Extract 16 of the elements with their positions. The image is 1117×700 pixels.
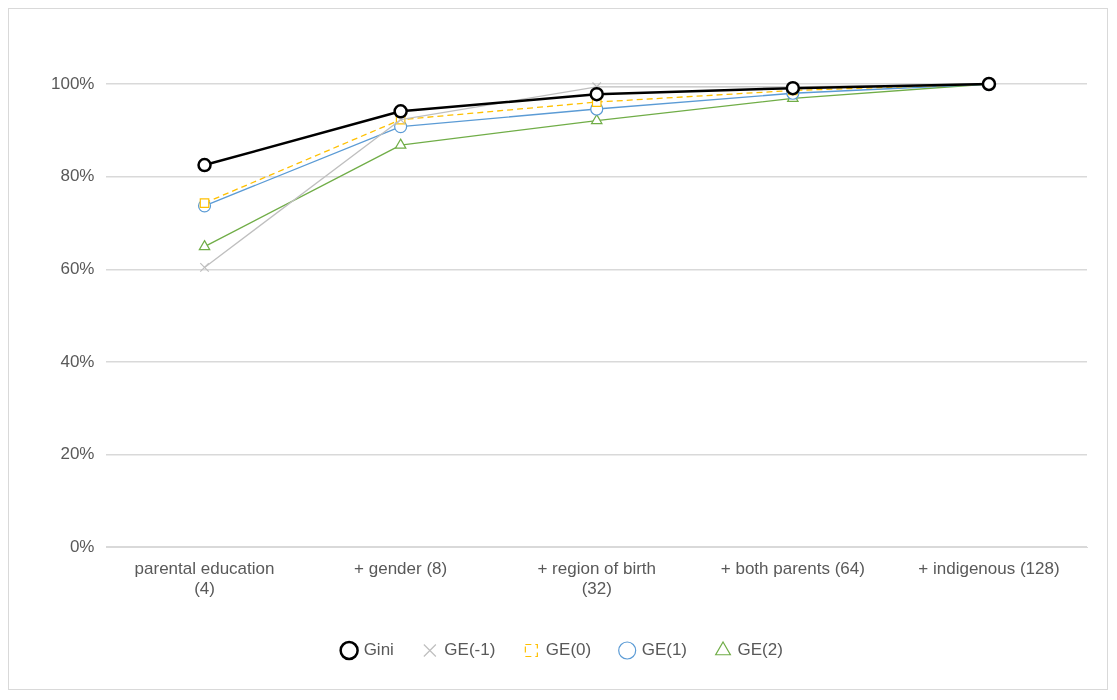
x-tick-label: + region of birth (32): [537, 559, 657, 599]
y-tick-label: 80%: [60, 166, 95, 186]
y-tick-label: 0%: [69, 536, 95, 556]
legend-label: GE(0): [545, 640, 592, 660]
legend-label: GE(1): [641, 640, 688, 660]
legend-label: GE(-1): [444, 640, 496, 660]
y-tick-label: 20%: [60, 444, 95, 464]
legend-label: GE(2): [737, 640, 783, 660]
y-tick-label: 60%: [60, 258, 95, 278]
x-tick-label: + indigenous (128): [918, 559, 1060, 579]
y-tick-label: 40%: [60, 351, 95, 371]
x-tick-label: + gender (8): [354, 559, 448, 579]
legend-label: Gini: [363, 640, 394, 660]
x-tick-label: parental education (4): [134, 559, 275, 599]
x-tick-label: + both parents (64): [720, 559, 865, 579]
y-tick-label: 100%: [51, 73, 95, 93]
